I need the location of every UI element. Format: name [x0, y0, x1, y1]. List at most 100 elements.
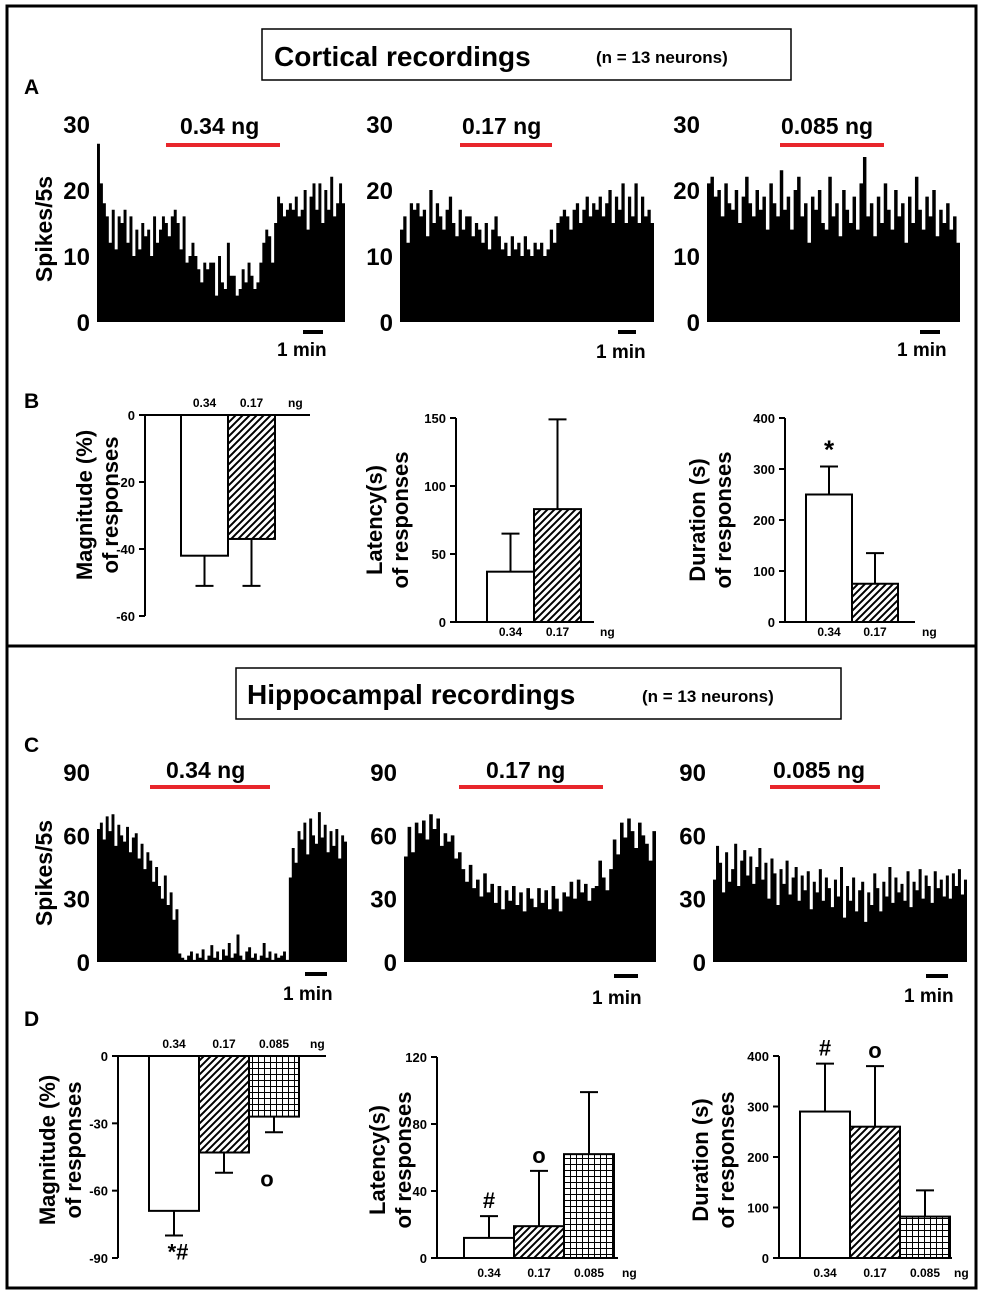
- histogram-A1: 0 10 20 30 Spikes/5s 0.34 ng 1 min: [31, 112, 345, 361]
- category-label: 0.17: [863, 625, 887, 639]
- significance-marker: #: [819, 1036, 831, 1061]
- y-tick-label: 20: [366, 178, 393, 205]
- y-tick-label: 30: [673, 112, 700, 139]
- bar-0.34: [799, 1110, 851, 1260]
- y-tick-label: 0: [128, 408, 135, 423]
- y-tick-label: -20: [116, 475, 135, 490]
- y-tick-label: 400: [753, 411, 775, 426]
- panel-letter-a: A: [24, 76, 39, 99]
- category-label: 0.34: [162, 1037, 186, 1051]
- y-tick-label: 60: [679, 823, 706, 850]
- dose-label: 0.17 ng: [486, 757, 565, 783]
- bar-0.17: [227, 414, 276, 540]
- unit-label: ng: [288, 396, 303, 410]
- y-tick-label: 90: [679, 760, 706, 787]
- time-scale-label: 1 min: [897, 340, 947, 361]
- bar-chart-D2: 0 40 80 120 0.34 #0.17 o 0.085 ng Latency(s) of re…: [365, 1050, 637, 1280]
- bar-0.17: [533, 508, 582, 623]
- y-tick-label: 100: [747, 1201, 769, 1216]
- y-tick-label: 90: [63, 760, 90, 787]
- y-tick-label: 300: [747, 1100, 769, 1115]
- time-scale-label: 1 min: [596, 342, 646, 363]
- y-tick-label: 40: [413, 1184, 427, 1199]
- time-scale-label: 1 min: [904, 986, 954, 1007]
- y-tick-label: 200: [747, 1150, 769, 1165]
- bar-0.34: [463, 1236, 515, 1260]
- y-tick-label: 0: [687, 310, 700, 337]
- category-label: 0.34: [477, 1266, 501, 1280]
- hippocampal-title-box: [235, 667, 842, 720]
- y-tick-label: 50: [432, 547, 446, 562]
- histogram-bars-C2: [404, 814, 656, 962]
- y-axis-label-line2: of responses: [61, 1082, 86, 1219]
- y-tick-label: 0: [77, 310, 90, 337]
- unit-label: ng: [310, 1037, 325, 1051]
- y-axis-label-line1: Duration (s): [685, 458, 710, 581]
- y-tick-label: 10: [366, 244, 393, 271]
- bar-0.17: [513, 1225, 565, 1260]
- y-tick-label: 30: [63, 887, 90, 914]
- panel-letter-c: C: [24, 734, 39, 757]
- y-axis-label-line2: of responses: [391, 1092, 416, 1229]
- y-tick-label: 90: [370, 760, 397, 787]
- y-tick-label: -30: [89, 1116, 108, 1131]
- y-tick-label: 30: [366, 112, 393, 139]
- y-tick-label: 150: [424, 411, 446, 426]
- histogram-A2: 0 10 20 30 0.17 ng 1 min: [366, 112, 654, 363]
- bar-0.34: [486, 570, 535, 623]
- significance-marker: o: [260, 1167, 273, 1192]
- unit-label: ng: [600, 625, 615, 639]
- y-tick-label: -40: [116, 542, 135, 557]
- histogram-A3: 0 10 20 30 0.085 ng 1 min: [673, 112, 960, 361]
- bar-0.085: [248, 1055, 300, 1118]
- bar-0.34: [805, 493, 853, 623]
- y-axis-label-line2: of responses: [98, 437, 123, 574]
- category-label: 0.34: [813, 1266, 837, 1280]
- bottom-section-frame: [5, 644, 978, 1290]
- y-tick-label: 100: [424, 479, 446, 494]
- y-axis-label-line1: Latency(s): [365, 1105, 390, 1215]
- unit-label: ng: [622, 1266, 637, 1280]
- histogram-C2: 0 30 60 90 0.17 ng 1 min: [370, 757, 656, 1009]
- bar-0.34: [148, 1055, 200, 1212]
- bar-0.085: [899, 1215, 951, 1259]
- category-label: 0.17: [240, 396, 264, 410]
- y-tick-label: 60: [63, 823, 90, 850]
- significance-marker: #: [483, 1188, 495, 1213]
- histogram-bars-A3: [707, 157, 960, 322]
- y-tick-label: 120: [405, 1050, 427, 1065]
- y-tick-label: 100: [753, 564, 775, 579]
- y-tick-label: 0: [384, 950, 397, 977]
- bar-chart-B3: 0 100 200 300 400 0.34 * 0.17 ng Duration (s) of r…: [685, 411, 937, 639]
- category-label: 0.34: [193, 396, 217, 410]
- panel-letter-b: B: [24, 390, 39, 413]
- y-tick-label: 30: [679, 887, 706, 914]
- y-tick-label: 30: [370, 887, 397, 914]
- significance-marker: *: [824, 434, 835, 464]
- category-label: 0.17: [863, 1266, 887, 1280]
- y-tick-label: 0: [693, 950, 706, 977]
- histogram-C3: 0 30 60 90 0.085 ng 1 min: [679, 757, 967, 1007]
- y-axis-label-line1: Latency(s): [362, 465, 387, 575]
- bar-0.17: [849, 1125, 901, 1259]
- category-label: 0.17: [527, 1266, 551, 1280]
- category-label: 0.085: [574, 1266, 604, 1280]
- bar-chart-B2: 0 50 100 150 0.34 0.17 ng Latency(s) of response…: [362, 411, 615, 639]
- y-tick-label: 0: [768, 615, 775, 630]
- bar-0.17: [851, 582, 899, 623]
- category-label: 0.34: [817, 625, 841, 639]
- bar-chart-D3: 0 100 200 300 400 0.34 #0.17 o 0.085 ng Duration (…: [688, 1036, 969, 1280]
- cortical-title-box: [261, 28, 792, 81]
- dose-label: 0.085 ng: [781, 113, 873, 139]
- y-tick-label: -60: [89, 1184, 108, 1199]
- y-tick-label: 0: [420, 1251, 427, 1266]
- significance-marker: *#: [168, 1240, 189, 1265]
- panel-letter-d: D: [24, 1008, 39, 1031]
- y-axis-label-line1: Magnitude (%): [35, 1075, 60, 1225]
- y-tick-label: 10: [63, 244, 90, 271]
- histogram-C1: 0 30 60 90 Spikes/5s 0.34 ng 1 min: [31, 757, 347, 1005]
- histogram-bars-C3: [713, 843, 967, 962]
- hippocampal-n-label: (n = 13 neurons): [642, 687, 774, 706]
- y-tick-label: 80: [413, 1117, 427, 1132]
- y-axis-label-line1: Magnitude (%): [72, 430, 97, 580]
